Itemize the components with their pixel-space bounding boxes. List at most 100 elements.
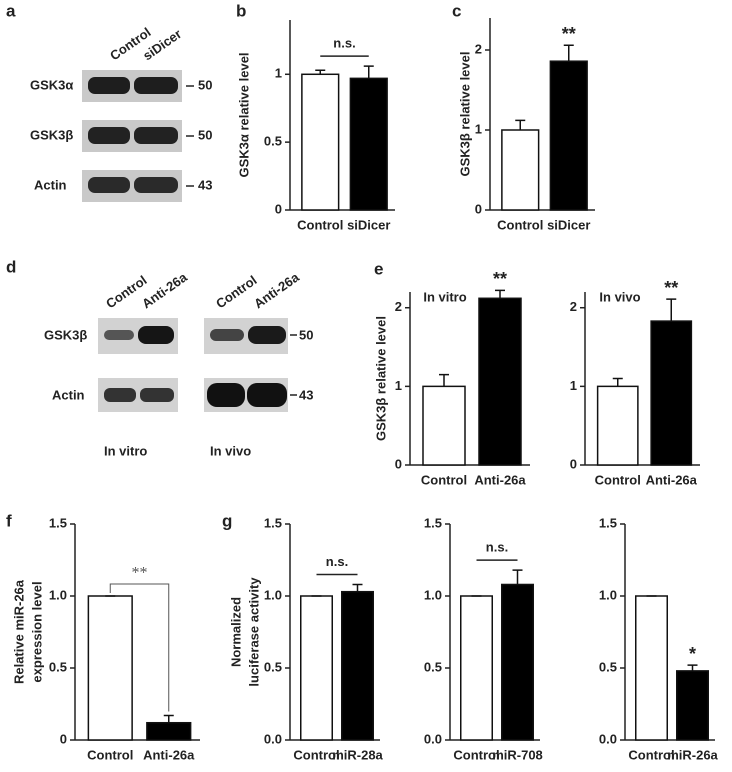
x-tick-label: Control <box>87 747 133 762</box>
bar <box>301 73 340 211</box>
y-tick-label: 0.0 <box>264 731 282 746</box>
bar <box>341 590 374 741</box>
lane-label: Anti-26a <box>139 269 190 311</box>
y-tick-label: 0.5 <box>49 659 67 674</box>
y-tick-label: 0 <box>570 456 577 471</box>
y-tick-label: 0.0 <box>599 731 617 746</box>
bar <box>501 129 540 211</box>
annotation: ** <box>664 278 678 298</box>
y-tick-label: 1.5 <box>424 515 442 530</box>
panel-letter: g <box>222 511 232 530</box>
marker: 43 <box>198 177 212 192</box>
x-tick-label: Anti-26a <box>474 472 526 487</box>
group-label: In vivo <box>210 443 251 458</box>
y-axis-label: GSK3β relative level <box>373 316 388 441</box>
error-bar <box>352 583 363 592</box>
y-tick-label: 0.5 <box>264 134 282 149</box>
panel-letter: a <box>6 1 16 20</box>
error-bar <box>666 298 677 322</box>
x-tick-label: Control <box>297 217 343 232</box>
x-tick-label: Anti-26a <box>143 747 195 762</box>
y-tick-label: 1.5 <box>49 515 67 530</box>
row-label: Actin <box>34 177 67 192</box>
error-bar <box>363 65 374 79</box>
y-axis-label: Relative miR-26a <box>11 579 26 684</box>
x-tick-label: siDicer <box>547 217 590 232</box>
annotation: n.s. <box>486 540 508 555</box>
x-tick-label: Control <box>595 472 641 487</box>
bar <box>87 595 133 741</box>
bar <box>146 721 192 741</box>
x-tick-label: miR-708 <box>492 747 543 762</box>
chart-title: In vivo <box>599 289 640 304</box>
y-tick-label: 0.5 <box>599 659 617 674</box>
y-tick-label: 1.5 <box>264 515 282 530</box>
blot <box>82 70 194 202</box>
x-tick-label: Control <box>497 217 543 232</box>
x-tick-label: Anti-26a <box>646 472 698 487</box>
error-bar <box>315 69 326 75</box>
y-tick-label: 2 <box>395 299 402 314</box>
x-tick-label: Control <box>453 747 499 762</box>
y-tick-label: 2 <box>475 41 482 56</box>
error-bar <box>512 569 523 585</box>
y-tick-label: 0.0 <box>424 731 442 746</box>
significance-bracket <box>109 583 170 712</box>
y-tick-label: 1 <box>275 66 282 81</box>
row-label: GSK3β <box>30 127 73 142</box>
bar <box>501 583 534 741</box>
bar <box>300 595 333 741</box>
y-axis-label: luciferase activity <box>246 577 261 687</box>
bar <box>596 385 639 466</box>
y-tick-label: 0.5 <box>264 659 282 674</box>
y-axis-label: Normalized <box>228 597 243 667</box>
error-bar <box>495 289 505 299</box>
x-tick-label: Control <box>293 747 339 762</box>
y-tick-label: 0 <box>275 201 282 216</box>
bar <box>549 60 588 211</box>
y-tick-label: 1.0 <box>424 587 442 602</box>
marker: 50 <box>198 77 212 92</box>
bar <box>676 670 709 741</box>
y-tick-label: 1.5 <box>599 515 617 530</box>
panel-letter: d <box>6 257 16 276</box>
y-tick-label: 0 <box>395 456 402 471</box>
panel-letter: e <box>374 259 383 278</box>
annotation: n.s. <box>333 36 355 51</box>
y-tick-label: 0 <box>60 731 67 746</box>
x-tick-label: miR-26a <box>667 747 718 762</box>
y-tick-label: 1.0 <box>49 587 67 602</box>
bar <box>422 385 466 466</box>
row-label: GSK3β <box>44 327 87 342</box>
row-label: GSK3α <box>30 77 73 92</box>
bar <box>460 595 493 741</box>
x-tick-label: miR-28a <box>332 747 383 762</box>
y-axis-label: GSK3β relative level <box>457 51 472 176</box>
marker: 50 <box>299 327 313 342</box>
bar <box>635 595 668 741</box>
annotation: ** <box>132 565 148 582</box>
panel-letter: b <box>236 1 246 20</box>
y-tick-label: 1 <box>395 378 402 393</box>
panel-letter: f <box>6 511 12 530</box>
y-tick-label: 1.0 <box>264 587 282 602</box>
panel-letter: c <box>452 1 461 20</box>
lane-label: Anti-26a <box>251 269 302 311</box>
row-label: Actin <box>52 387 85 402</box>
bar <box>650 320 693 466</box>
y-tick-label: 2 <box>570 299 577 314</box>
y-axis-label: expression level <box>29 581 44 682</box>
lane-label: Control <box>213 272 259 311</box>
error-bar <box>687 664 698 671</box>
blot <box>98 318 297 412</box>
bar <box>478 297 522 466</box>
x-tick-label: siDicer <box>347 217 390 232</box>
chart-title: In vitro <box>423 289 466 304</box>
y-axis-label: GSK3α relative level <box>236 52 251 177</box>
y-tick-label: 1 <box>570 378 577 393</box>
annotation: ** <box>562 24 576 44</box>
y-tick-label: 1.0 <box>599 587 617 602</box>
y-tick-label: 1 <box>475 121 482 136</box>
marker: 50 <box>198 127 212 142</box>
